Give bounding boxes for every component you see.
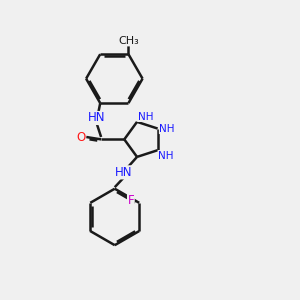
Text: NH: NH (158, 151, 174, 160)
Text: NH: NH (138, 112, 153, 122)
Text: HN: HN (88, 112, 105, 124)
Text: F: F (128, 194, 134, 207)
Text: HN: HN (115, 166, 132, 179)
Text: O: O (76, 130, 86, 143)
Text: CH₃: CH₃ (118, 36, 139, 46)
Text: NH: NH (159, 124, 175, 134)
